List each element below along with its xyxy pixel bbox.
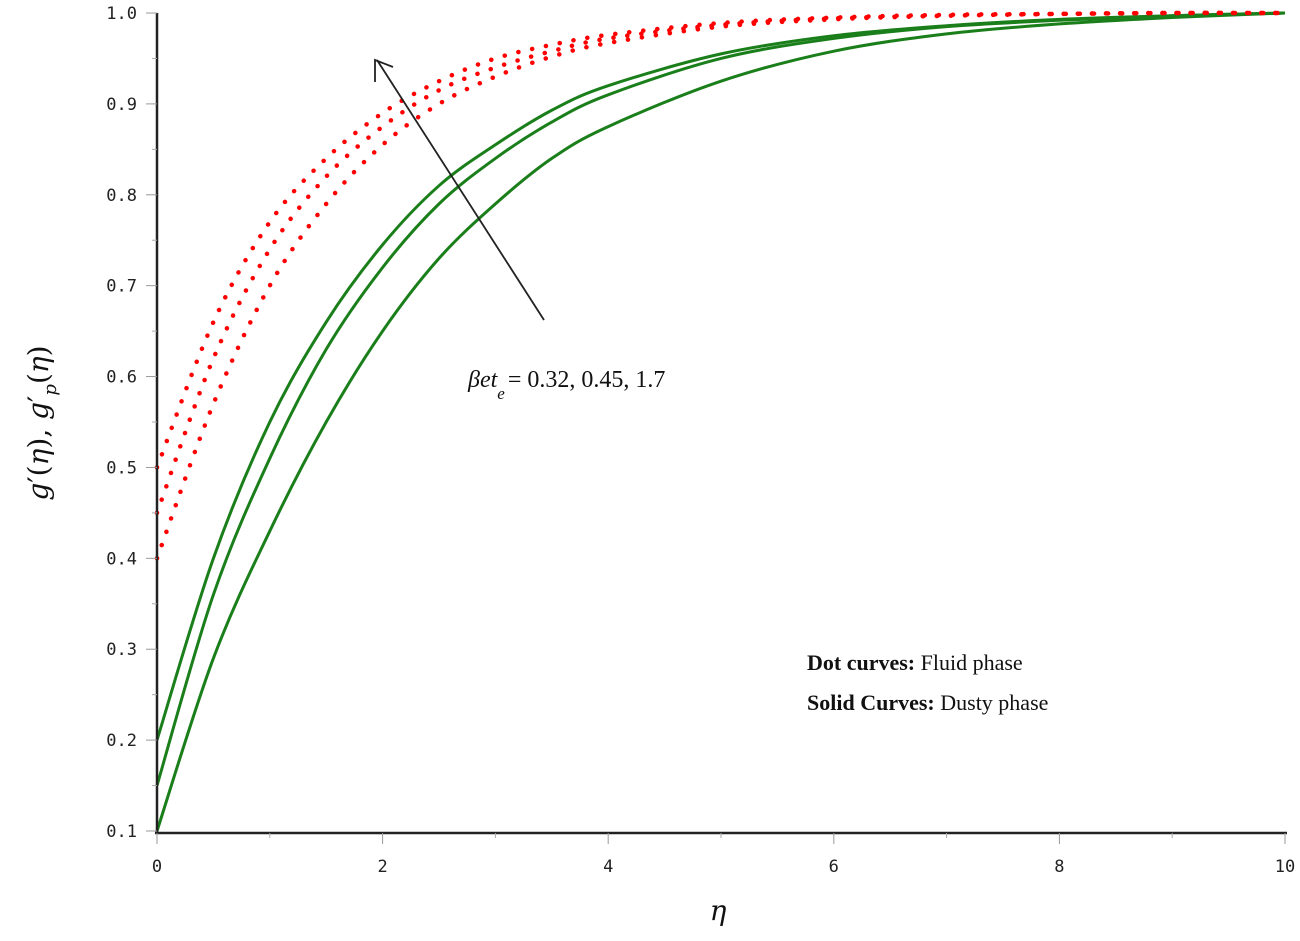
y-tick-label: 0.8: [106, 186, 137, 206]
y-axis-title: g′(η), g′p(η): [22, 345, 61, 500]
x-tick-label: 2: [377, 857, 387, 877]
beta-annotation-arrow: [374, 58, 545, 321]
y-tick-label: 0.3: [106, 640, 137, 660]
dusty-phase-curve: [155, 11, 1286, 741]
dusty-phase-curve: [155, 11, 1286, 786]
x-tick-label: 0: [152, 857, 162, 877]
y-ticks: 0.1 0.2 0.3 0.4 0.5 0.6 0.7 0.8 0.9 1.0: [106, 4, 157, 842]
x-tick-label: 4: [603, 857, 613, 877]
y-tick-label: 0.9: [106, 95, 137, 115]
x-axis-title: η: [710, 894, 727, 927]
x-tick-label: 8: [1054, 857, 1064, 877]
y-tick-label: 0.1: [106, 822, 137, 842]
svg-text:g′(η), g′p(η): g′(η), g′p(η): [22, 345, 61, 500]
x-ticks: 0 2 4 6 8 10: [152, 833, 1295, 877]
y-tick-label: 0.4: [106, 549, 137, 569]
x-tick-label: 6: [829, 857, 839, 877]
fluid-phase-curve: [154, 10, 1288, 561]
y-tick-label: 0.7: [106, 277, 137, 297]
legend: Dot curves: Fluid phase Solid Curves: Du…: [807, 650, 1048, 715]
plot-series: [154, 10, 1288, 832]
beta-annotation-label: βete= 0.32, 0.45, 1.7: [467, 367, 665, 403]
legend-entry-solid: Solid Curves: Dusty phase: [807, 690, 1048, 715]
x-tick-label: 10: [1275, 857, 1295, 877]
axes: 0.1 0.2 0.3 0.4 0.5 0.6 0.7 0.8 0.9 1.0 0 2 4 6 8 10: [106, 4, 1295, 877]
y-axis-title-g1: g: [22, 483, 55, 501]
dusty-phase-curve: [155, 11, 1286, 832]
fluid-phase-curve: [154, 10, 1288, 516]
y-tick-label: 0.2: [106, 731, 137, 751]
legend-entry-dot: Dot curves: Fluid phase: [807, 650, 1023, 675]
y-tick-label: 0.6: [106, 368, 137, 388]
y-tick-label: 1.0: [106, 4, 137, 24]
y-tick-label: 0.5: [106, 458, 137, 478]
